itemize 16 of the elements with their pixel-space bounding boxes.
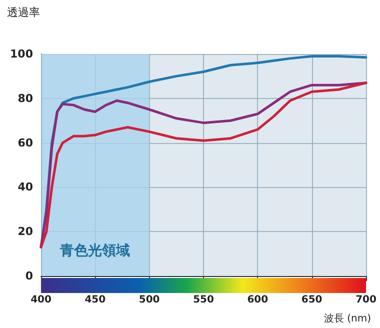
x-tick-label: 700 (356, 294, 376, 306)
x-tick-label: 500 (138, 294, 160, 306)
x-tick-label: 650 (301, 294, 322, 306)
y-tick-label: 40 (18, 180, 34, 194)
y-tick-label: 20 (18, 225, 34, 238)
x-tick-label: 450 (84, 294, 106, 306)
x-tick-label: 400 (30, 294, 52, 306)
y-tick-label: 0 (25, 270, 34, 282)
x-tick-label: 550 (193, 294, 214, 306)
x-tick-label: 600 (247, 294, 268, 306)
y-axis-title: 透過率 (7, 6, 40, 19)
y-tick-label: 60 (18, 136, 34, 150)
y-tick-label: 100 (10, 48, 34, 60)
y-tick-label: 80 (18, 92, 34, 105)
band-label: 青色光領域 (59, 243, 130, 259)
x-axis-title: 波長 (nm) (324, 312, 372, 324)
